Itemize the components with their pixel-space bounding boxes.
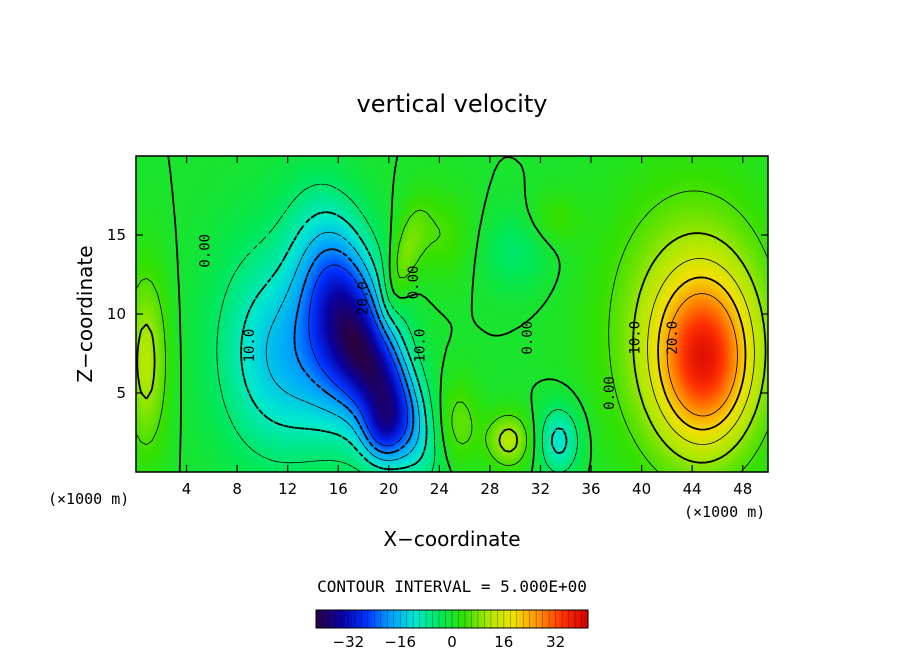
contour-line	[308, 264, 408, 447]
x-unit-left: (×1000 m)	[48, 490, 129, 508]
contour-label: 0.00	[520, 321, 536, 355]
x-tick-label: 28	[480, 480, 499, 498]
contour-line	[666, 293, 738, 417]
x-tick-label: 32	[531, 480, 550, 498]
contour-label: 0.00	[406, 266, 422, 300]
contour-label: 10.0	[412, 329, 428, 363]
contour-line	[657, 276, 747, 431]
x-tick-label: 16	[329, 480, 348, 498]
contour-label: 0.00	[198, 234, 214, 268]
y-tick-label: 10	[107, 305, 126, 323]
x-tick-label: 36	[581, 480, 600, 498]
x-tick-label: 12	[278, 480, 297, 498]
y-axis-ticks: 5 10 15	[107, 226, 768, 402]
contour-line	[240, 211, 568, 471]
y-axis-label: Z−coordinate	[73, 245, 97, 382]
y-tick-label: 5	[116, 384, 126, 402]
x-tick-label: 4	[182, 480, 192, 498]
colorbar-ticks: −32 −16 0 16 32	[333, 633, 566, 651]
x-tick-label: 44	[683, 480, 702, 498]
x-tick-label: 20	[379, 480, 398, 498]
colorbar-frame	[315, 609, 589, 629]
x-tick-label: 8	[232, 480, 242, 498]
x-axis-label: X−coordinate	[383, 527, 520, 551]
contour-label: 20.0	[665, 321, 681, 355]
x-unit-right: (×1000 m)	[684, 503, 765, 521]
contour-lines	[135, 155, 769, 473]
contour-label: 0.00	[602, 376, 618, 410]
colorbar-tick-label: −32	[333, 633, 365, 651]
contour-line	[647, 258, 755, 445]
contour-interval-text: CONTOUR INTERVAL = 5.000E+00	[317, 577, 587, 596]
plot-area: 0.00 10.0 20.0 0.00 10.0 0.00 0.00 10.0 20.0	[135, 155, 769, 473]
contour-label: 20.0	[356, 281, 372, 315]
contour-labels: 0.00 10.0 20.0 0.00 10.0 0.00 0.00 10.0 20.0	[198, 234, 682, 410]
colorbar: −32 −16 0 16 32	[315, 609, 589, 651]
contour-label: 10.0	[627, 321, 643, 355]
contour-line	[136, 232, 767, 464]
colorbar-tick-label: −16	[384, 633, 416, 651]
colorbar-gradient	[316, 610, 588, 628]
x-tick-label: 40	[632, 480, 651, 498]
contour-line	[293, 248, 415, 454]
contour-line	[216, 183, 578, 473]
contour-line	[167, 155, 593, 473]
colorbar-tick-label: 32	[546, 633, 565, 651]
contour-label: 10.0	[242, 329, 258, 363]
x-tick-label: 24	[430, 480, 449, 498]
colorbar-tick-label: 0	[447, 633, 457, 651]
contour-line	[265, 231, 420, 461]
y-tick-label: 15	[107, 226, 126, 244]
x-axis-ticks: 4 8 12 16 20 24 28 32 36 40 44 48	[182, 156, 752, 498]
chart-title: vertical velocity	[357, 90, 548, 118]
contour-line	[135, 190, 769, 473]
x-tick-label: 48	[733, 480, 752, 498]
colorbar-tick-label: 16	[494, 633, 513, 651]
